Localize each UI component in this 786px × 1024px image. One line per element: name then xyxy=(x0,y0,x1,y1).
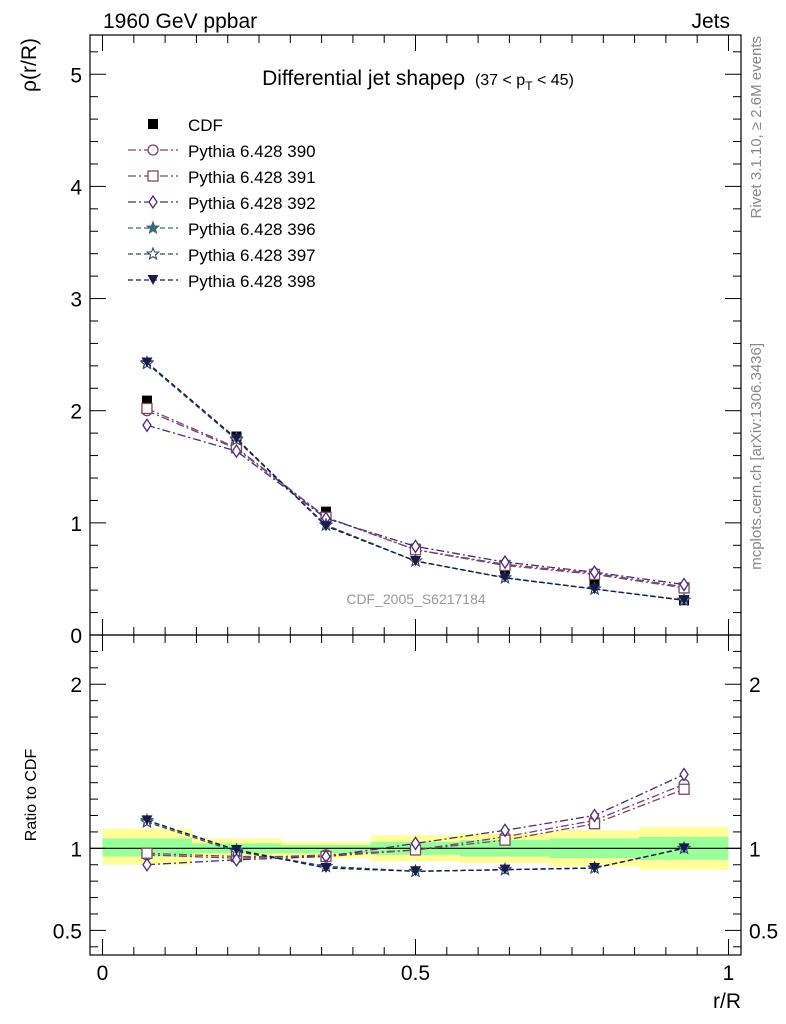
legend-label-p397: Pythia 6.428 397 xyxy=(188,246,316,265)
ratio-y-tick-label-right: 2 xyxy=(749,674,761,697)
main-series-p396 xyxy=(139,354,692,607)
legend-marker-cdf xyxy=(148,119,158,129)
main-y-tick-label: 3 xyxy=(70,289,82,312)
main-point-p398 xyxy=(320,521,332,532)
legend: CDF Pythia 6.428 390 Pythia 6.428 391 Pythi… xyxy=(128,116,316,291)
main-point-p392 xyxy=(679,577,689,592)
chart-title: Differential jet shapeρ (37 < pT < 45) xyxy=(262,67,574,93)
legend-label-p398: Pythia 6.428 398 xyxy=(188,272,316,291)
ratio-point-p398 xyxy=(499,864,511,875)
legend-label-p396: Pythia 6.428 396 xyxy=(188,220,316,239)
rivet-label: Rivet 3.1.10, ≥ 2.6M events xyxy=(748,36,765,219)
ratio-series-p398 xyxy=(141,815,690,877)
legend-item-p398: Pythia 6.428 398 xyxy=(128,272,316,291)
ratio-point-p392 xyxy=(500,823,510,838)
main-series-p398 xyxy=(141,357,690,606)
ratio-y-tick-label-right: 0.5 xyxy=(749,920,778,943)
main-y-tick-label: 1 xyxy=(70,513,82,536)
legend-marker-p392 xyxy=(148,194,158,210)
chart-title-sub: T xyxy=(525,79,533,93)
ratio-y-axis: 0.5 0.5 1 1 2 2 xyxy=(53,650,778,948)
ratio-point-p392 xyxy=(410,836,421,851)
chart-title-range-end: < 45) xyxy=(533,72,574,89)
chart-title-main: Differential jet shapeρ xyxy=(262,67,465,90)
legend-item-p396: Pythia 6.428 396 xyxy=(128,220,316,239)
main-panel: 0 1 2 3 4 5 ρ(r/R) Differential jet shapeρ (3… xyxy=(18,34,742,648)
main-point-p392 xyxy=(142,418,152,433)
ratio-point-p391 xyxy=(678,783,690,795)
mcplots-label: mcplots.cern.ch [arXiv:1306.3436] xyxy=(748,343,765,570)
legend-item-p391: Pythia 6.428 391 xyxy=(128,168,316,187)
main-ylabel: ρ(r/R) xyxy=(18,38,41,92)
main-y-tick-label: 2 xyxy=(70,401,82,424)
legend-label-cdf: CDF xyxy=(188,116,223,135)
main-point-p398 xyxy=(410,555,421,566)
ratio-y-tick-label: 2 xyxy=(70,674,82,697)
legend-item-p392: Pythia 6.428 392 xyxy=(128,194,316,213)
ratio-series-p392 xyxy=(142,767,689,872)
ratio-point-p392 xyxy=(231,852,242,867)
main-point-p398 xyxy=(141,357,153,368)
legend-label-p390: Pythia 6.428 390 xyxy=(188,142,316,161)
ratio-frame xyxy=(89,634,742,956)
legend-marker-p396 xyxy=(145,220,161,235)
main-y-tick-label: 5 xyxy=(70,64,82,87)
ratio-point-p392 xyxy=(589,808,600,823)
legend-marker-p391 xyxy=(147,170,159,182)
ratio-y-tick-label-right: 1 xyxy=(749,838,761,861)
main-y-tick-label: 0 xyxy=(70,625,82,648)
legend-marker-p398 xyxy=(147,275,159,285)
main-series-p397 xyxy=(139,356,692,607)
main-point-p392 xyxy=(589,565,600,580)
ratio-point-p398 xyxy=(410,866,421,877)
main-point-p398 xyxy=(678,595,690,606)
ratio-x-tick-label: 1 xyxy=(723,962,735,985)
legend-item-p397: Pythia 6.428 397 xyxy=(128,246,316,265)
ratio-point-p398 xyxy=(589,863,601,874)
ratio-point-p391 xyxy=(141,847,153,859)
legend-item-p390: Pythia 6.428 390 xyxy=(128,142,316,161)
main-point-p392 xyxy=(231,443,242,459)
ratio-ylabel: Ratio to CDF xyxy=(23,749,40,842)
ratio-point-p398 xyxy=(678,843,690,854)
main-point-p391 xyxy=(141,402,153,415)
main-point-p398 xyxy=(589,584,601,595)
header-right: Jets xyxy=(691,10,730,33)
ratio-point-p398 xyxy=(230,844,242,855)
ratio-y-tick-label: 0.5 xyxy=(53,920,82,943)
legend-label-p392: Pythia 6.428 392 xyxy=(188,194,316,213)
ratio-x-tick-label: 0 xyxy=(97,962,109,985)
legend-marker-p390 xyxy=(147,144,159,156)
x-axis-label: r/R xyxy=(713,990,741,1013)
main-x-ticks xyxy=(102,35,729,635)
ratio-point-p398 xyxy=(320,863,332,874)
main-y-axis: 0 1 2 3 4 5 xyxy=(70,51,741,648)
ratio-point-p398 xyxy=(141,815,153,826)
main-point-p398 xyxy=(230,433,242,444)
watermark: CDF_2005_S6217184 xyxy=(346,591,486,607)
ratio-band-inner xyxy=(102,838,193,857)
legend-label-p391: Pythia 6.428 391 xyxy=(188,168,316,187)
ratio-series-group xyxy=(139,767,692,878)
ratio-y-tick-label: 1 xyxy=(70,838,82,861)
main-point-p392 xyxy=(500,554,510,570)
chart-title-range: (37 < p xyxy=(475,72,525,89)
ratio-x-tick-label: 0.5 xyxy=(401,962,430,985)
main-series-group xyxy=(139,354,692,607)
legend-item-cdf: CDF xyxy=(148,116,223,135)
main-y-tick-label: 4 xyxy=(70,176,82,199)
main-point-cdf xyxy=(141,395,152,406)
ratio-panel: 0.5 0.51 12 2 0 0.5 1 Ratio to CDF r/R xyxy=(23,634,778,1013)
header-left: 1960 GeV ppbar xyxy=(103,10,257,33)
ratio-x-axis: 0 0.5 1 xyxy=(97,635,735,985)
main-point-p398 xyxy=(499,572,511,583)
ratio-point-p392 xyxy=(679,767,689,782)
ratio-band-inner xyxy=(281,845,372,854)
main-point-p392 xyxy=(410,539,421,554)
ratio-point-p392 xyxy=(142,857,152,872)
legend-marker-p397 xyxy=(145,246,161,261)
